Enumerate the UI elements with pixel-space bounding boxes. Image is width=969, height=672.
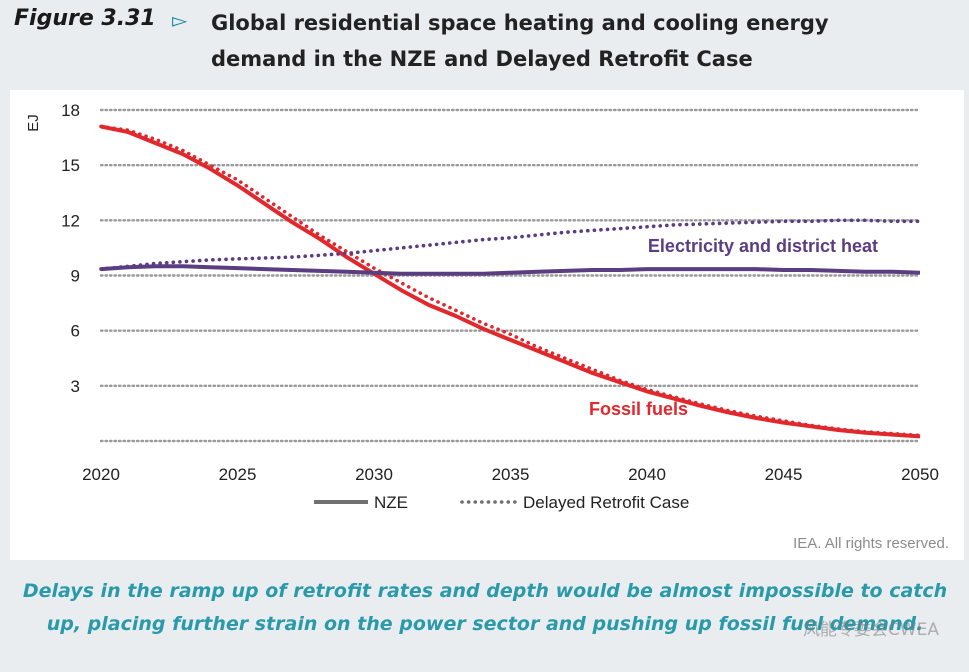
x-tick-label-2025: 2025 [219, 465, 257, 484]
series-line-electricity-dotted [99, 218, 922, 271]
annotation-fossil: Fossil fuels [589, 399, 688, 419]
y-tick-label-12: 12 [61, 211, 80, 230]
x-tick-label-2050: 2050 [901, 465, 939, 484]
figure-header: Figure 3.31 ▻ Global residential space h… [0, 0, 969, 90]
y-tick-label-18: 18 [61, 101, 80, 120]
y-axis-label: EJ [25, 114, 42, 132]
annotation-electricity: Electricity and district heat [648, 236, 878, 256]
takeaway-text: Delays in the ramp up of retrofit rates … [22, 580, 948, 635]
legend-label-nze: NZE [374, 493, 408, 512]
y-tick-label-15: 15 [61, 156, 80, 175]
series-line-electricity-solid [100, 264, 921, 276]
y-tick-label-9: 9 [71, 267, 80, 286]
annotation-layer: Electricity and district heat Fossil fuel… [589, 236, 878, 419]
legend-layer: NZE Delayed Retrofit Case [314, 493, 689, 512]
grid-layer [99, 108, 922, 443]
x-tick-label-2035: 2035 [492, 465, 530, 484]
credit-text: IEA. All rights reserved. [793, 535, 949, 552]
series-line-fossil-solid [100, 124, 921, 439]
figure-title: Global residential space heating and coo… [211, 11, 829, 71]
x-tick-label-2020: 2020 [82, 465, 120, 484]
y-tick-label-6: 6 [71, 322, 80, 341]
x-tick-label-2030: 2030 [355, 465, 393, 484]
x-tick-label-2040: 2040 [628, 465, 666, 484]
legend-label-delayed: Delayed Retrofit Case [523, 493, 689, 512]
bottom-rule [0, 660, 969, 672]
x-tick-label-2045: 2045 [765, 465, 803, 484]
axis-layer: 3 6 9 12 15 18 2020 2025 2030 2035 2040 2045 2050 EJ [25, 101, 939, 484]
figure-label: Figure 3.31 [14, 6, 156, 31]
series-layer [99, 124, 922, 439]
triangle-right-icon: ▻ [172, 8, 188, 32]
y-tick-label-3: 3 [71, 377, 80, 396]
watermark-text: 风能专委会CWEA [802, 620, 939, 640]
series-line-fossil-dotted [99, 124, 922, 438]
